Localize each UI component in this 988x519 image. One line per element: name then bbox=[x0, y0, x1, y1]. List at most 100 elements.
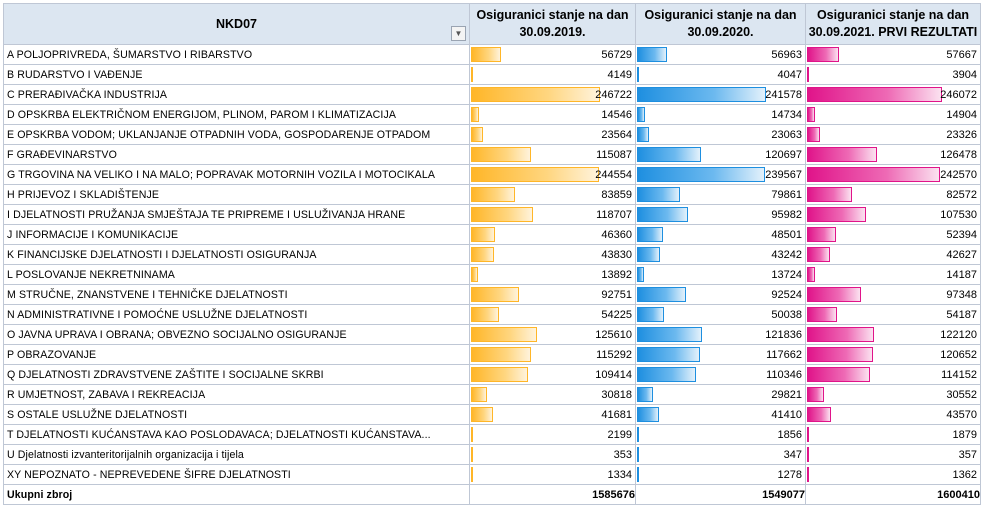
value-cell-2019[interactable]: 43830 bbox=[469, 244, 636, 265]
table-row[interactable]: A POLJOPRIVREDA, ŠUMARSTVO I RIBARSTVO 56… bbox=[3, 44, 981, 65]
table-row[interactable]: F GRAĐEVINARSTVO 115087 120697 126478 bbox=[3, 144, 981, 165]
row-label[interactable]: H PRIJEVOZ I SKLADIŠTENJE bbox=[3, 184, 470, 205]
value-cell-2019[interactable]: 2199 bbox=[469, 424, 636, 445]
value-cell-2021[interactable]: 57667 bbox=[805, 44, 981, 65]
total-cell-2019[interactable]: 1585676 bbox=[469, 484, 636, 505]
row-label[interactable]: E OPSKRBA VODOM; UKLANJANJE OTPADNIH VOD… bbox=[3, 124, 470, 145]
row-label[interactable]: XY NEPOZNATO - NEPREVEDENE ŠIFRE DJELATN… bbox=[3, 464, 470, 485]
value-cell-2020[interactable]: 1856 bbox=[635, 424, 806, 445]
value-cell-2020[interactable]: 79861 bbox=[635, 184, 806, 205]
value-cell-2019[interactable]: 109414 bbox=[469, 364, 636, 385]
value-cell-2021[interactable]: 1879 bbox=[805, 424, 981, 445]
table-row[interactable]: H PRIJEVOZ I SKLADIŠTENJE 83859 79861 82572 bbox=[3, 184, 981, 205]
table-row[interactable]: E OPSKRBA VODOM; UKLANJANJE OTPADNIH VOD… bbox=[3, 124, 981, 145]
table-row[interactable]: P OBRAZOVANJE 115292 117662 120652 bbox=[3, 344, 981, 365]
row-header-nkd07[interactable]: NKD07 ▼ bbox=[3, 3, 470, 45]
value-cell-2019[interactable]: 13892 bbox=[469, 264, 636, 285]
row-label[interactable]: F GRAĐEVINARSTVO bbox=[3, 144, 470, 165]
value-cell-2020[interactable]: 50038 bbox=[635, 304, 806, 325]
value-cell-2021[interactable]: 52394 bbox=[805, 224, 981, 245]
value-cell-2019[interactable]: 92751 bbox=[469, 284, 636, 305]
value-cell-2020[interactable]: 95982 bbox=[635, 204, 806, 225]
table-row[interactable]: L POSLOVANJE NEKRETNINAMA 13892 13724 14187 bbox=[3, 264, 981, 285]
value-cell-2019[interactable]: 244554 bbox=[469, 164, 636, 185]
value-cell-2021[interactable]: 54187 bbox=[805, 304, 981, 325]
value-cell-2020[interactable]: 241578 bbox=[635, 84, 806, 105]
row-label[interactable]: N ADMINISTRATIVNE I POMOĆNE USLUŽNE DJEL… bbox=[3, 304, 470, 325]
row-label[interactable]: B RUDARSTVO I VAĐENJE bbox=[3, 64, 470, 85]
value-cell-2020[interactable]: 13724 bbox=[635, 264, 806, 285]
row-label[interactable]: C PRERAĐIVAČKA INDUSTRIJA bbox=[3, 84, 470, 105]
value-cell-2021[interactable]: 3904 bbox=[805, 64, 981, 85]
value-cell-2019[interactable]: 1334 bbox=[469, 464, 636, 485]
value-cell-2021[interactable]: 14187 bbox=[805, 264, 981, 285]
value-cell-2021[interactable]: 1362 bbox=[805, 464, 981, 485]
table-row[interactable]: S OSTALE USLUŽNE DJELATNOSTI 41681 41410 43… bbox=[3, 404, 981, 425]
total-cell-2020[interactable]: 1549077 bbox=[635, 484, 806, 505]
row-label[interactable]: G TRGOVINA NA VELIKO I NA MALO; POPRAVAK… bbox=[3, 164, 470, 185]
value-cell-2021[interactable]: 23326 bbox=[805, 124, 981, 145]
value-cell-2020[interactable]: 347 bbox=[635, 444, 806, 465]
row-label[interactable]: O JAVNA UPRAVA I OBRANA; OBVEZNO SOCIJAL… bbox=[3, 324, 470, 345]
value-cell-2021[interactable]: 357 bbox=[805, 444, 981, 465]
row-label[interactable]: L POSLOVANJE NEKRETNINAMA bbox=[3, 264, 470, 285]
value-cell-2021[interactable]: 242570 bbox=[805, 164, 981, 185]
table-row[interactable]: Q DJELATNOSTI ZDRAVSTVENE ZAŠTITE I SOCI… bbox=[3, 364, 981, 385]
value-cell-2020[interactable]: 41410 bbox=[635, 404, 806, 425]
table-row[interactable]: O JAVNA UPRAVA I OBRANA; OBVEZNO SOCIJAL… bbox=[3, 324, 981, 345]
row-label[interactable]: S OSTALE USLUŽNE DJELATNOSTI bbox=[3, 404, 470, 425]
row-label[interactable]: R UMJETNOST, ZABAVA I REKREACIJA bbox=[3, 384, 470, 405]
value-cell-2021[interactable]: 122120 bbox=[805, 324, 981, 345]
value-cell-2021[interactable]: 30552 bbox=[805, 384, 981, 405]
value-cell-2020[interactable]: 92524 bbox=[635, 284, 806, 305]
value-cell-2019[interactable]: 246722 bbox=[469, 84, 636, 105]
table-row[interactable]: I DJELATNOSTI PRUŽANJA SMJEŠTAJA TE PRIP… bbox=[3, 204, 981, 225]
table-row[interactable]: G TRGOVINA NA VELIKO I NA MALO; POPRAVAK… bbox=[3, 164, 981, 185]
value-cell-2020[interactable]: 48501 bbox=[635, 224, 806, 245]
table-row[interactable]: C PRERAĐIVAČKA INDUSTRIJA 246722 241578 246… bbox=[3, 84, 981, 105]
value-cell-2020[interactable]: 110346 bbox=[635, 364, 806, 385]
row-label[interactable]: T DJELATNOSTI KUĆANSTAVA KAO POSLODAVACA… bbox=[3, 424, 470, 445]
table-row[interactable]: U Djelatnosti izvanteritorijalnih organi… bbox=[3, 444, 981, 465]
value-cell-2019[interactable]: 46360 bbox=[469, 224, 636, 245]
value-cell-2020[interactable]: 117662 bbox=[635, 344, 806, 365]
value-cell-2019[interactable]: 353 bbox=[469, 444, 636, 465]
column-header-2019[interactable]: Osiguranici stanje na dan 30.09.2019. bbox=[469, 3, 636, 45]
filter-dropdown-icon[interactable]: ▼ bbox=[451, 26, 466, 41]
row-label[interactable]: D OPSKRBA ELEKTRIČNOM ENERGIJOM, PLINOM,… bbox=[3, 104, 470, 125]
row-label[interactable]: M STRUČNE, ZNANSTVENE I TEHNIČKE DJELATN… bbox=[3, 284, 470, 305]
table-row[interactable]: T DJELATNOSTI KUĆANSTAVA KAO POSLODAVACA… bbox=[3, 424, 981, 445]
value-cell-2019[interactable]: 115087 bbox=[469, 144, 636, 165]
value-cell-2019[interactable]: 30818 bbox=[469, 384, 636, 405]
table-row[interactable]: R UMJETNOST, ZABAVA I REKREACIJA 30818 298… bbox=[3, 384, 981, 405]
row-label[interactable]: P OBRAZOVANJE bbox=[3, 344, 470, 365]
value-cell-2019[interactable]: 41681 bbox=[469, 404, 636, 425]
total-cell-2021[interactable]: 1600410 bbox=[805, 484, 981, 505]
table-row[interactable]: N ADMINISTRATIVNE I POMOĆNE USLUŽNE DJEL… bbox=[3, 304, 981, 325]
value-cell-2020[interactable]: 239567 bbox=[635, 164, 806, 185]
value-cell-2020[interactable]: 4047 bbox=[635, 64, 806, 85]
table-row[interactable]: J INFORMACIJE I KOMUNIKACIJE 46360 48501 52… bbox=[3, 224, 981, 245]
value-cell-2021[interactable]: 120652 bbox=[805, 344, 981, 365]
value-cell-2019[interactable]: 23564 bbox=[469, 124, 636, 145]
row-label[interactable]: U Djelatnosti izvanteritorijalnih organi… bbox=[3, 444, 470, 465]
column-header-2020[interactable]: Osiguranici stanje na dan 30.09.2020. bbox=[635, 3, 806, 45]
value-cell-2021[interactable]: 97348 bbox=[805, 284, 981, 305]
value-cell-2019[interactable]: 83859 bbox=[469, 184, 636, 205]
value-cell-2020[interactable]: 1278 bbox=[635, 464, 806, 485]
value-cell-2021[interactable]: 126478 bbox=[805, 144, 981, 165]
row-label[interactable]: I DJELATNOSTI PRUŽANJA SMJEŠTAJA TE PRIP… bbox=[3, 204, 470, 225]
table-row[interactable]: B RUDARSTVO I VAĐENJE 4149 4047 3904 bbox=[3, 64, 981, 85]
value-cell-2021[interactable]: 82572 bbox=[805, 184, 981, 205]
table-row[interactable]: K FINANCIJSKE DJELATNOSTI I DJELATNOSTI … bbox=[3, 244, 981, 265]
value-cell-2019[interactable]: 56729 bbox=[469, 44, 636, 65]
row-label[interactable]: K FINANCIJSKE DJELATNOSTI I DJELATNOSTI … bbox=[3, 244, 470, 265]
value-cell-2019[interactable]: 115292 bbox=[469, 344, 636, 365]
table-row[interactable]: M STRUČNE, ZNANSTVENE I TEHNIČKE DJELATN… bbox=[3, 284, 981, 305]
total-label[interactable]: Ukupni zbroj bbox=[3, 484, 470, 505]
column-header-2021[interactable]: Osiguranici stanje na dan 30.09.2021. PR… bbox=[805, 3, 981, 45]
value-cell-2020[interactable]: 121836 bbox=[635, 324, 806, 345]
table-row[interactable]: XY NEPOZNATO - NEPREVEDENE ŠIFRE DJELATN… bbox=[3, 464, 981, 485]
value-cell-2020[interactable]: 56963 bbox=[635, 44, 806, 65]
value-cell-2020[interactable]: 29821 bbox=[635, 384, 806, 405]
